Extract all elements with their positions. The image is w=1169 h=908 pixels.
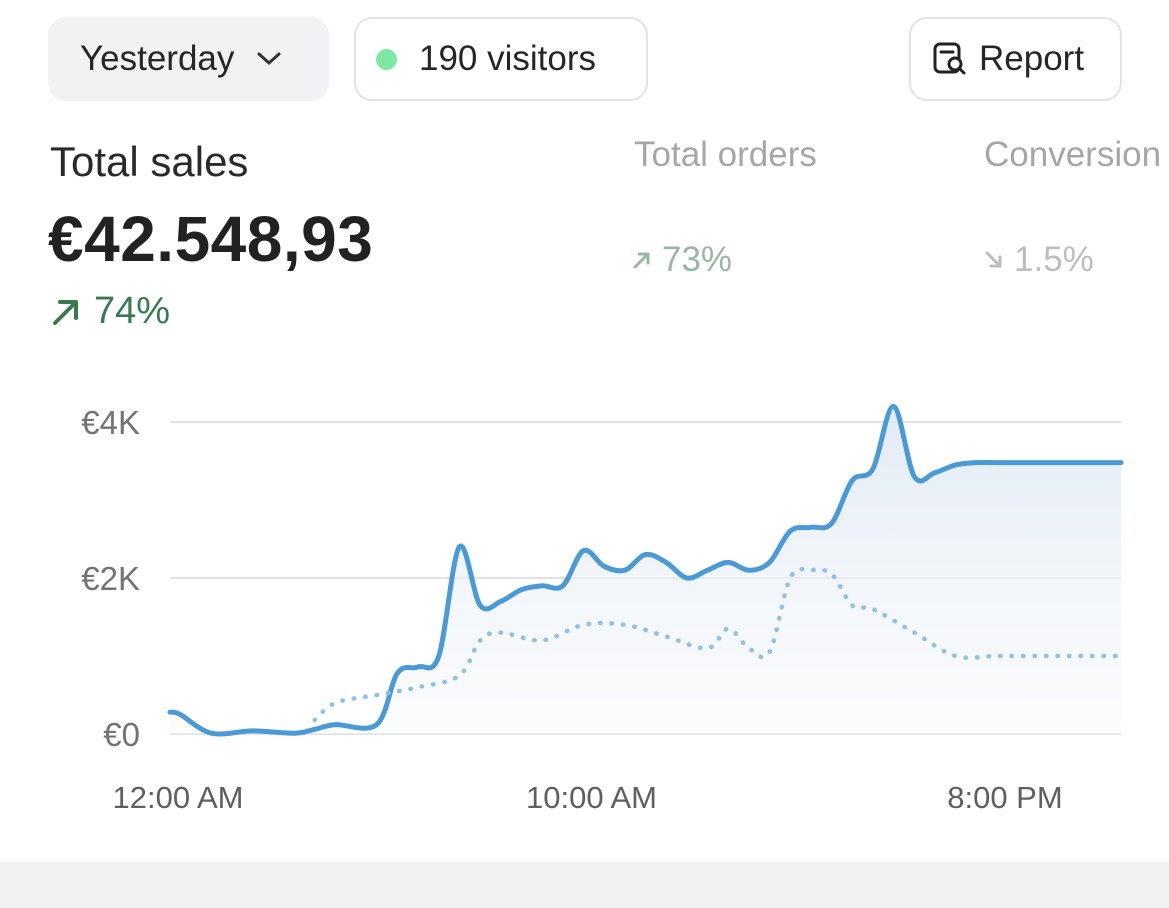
visitors-count: 190 visitors <box>419 39 597 78</box>
chevron-down-icon <box>256 51 282 67</box>
series-line-current <box>167 403 1124 737</box>
report-label: Report <box>979 39 1085 78</box>
total-orders-delta-value: 73% <box>662 240 733 279</box>
total-sales-value: €42.548,93 <box>48 203 374 275</box>
total-sales-delta-value: 74% <box>94 290 171 332</box>
x-tick-label: 8:00 PM <box>947 780 1062 815</box>
series-line-previous <box>312 566 1124 723</box>
conversion-delta: 1.5% <box>984 240 1094 280</box>
conversion-delta-value: 1.5% <box>1014 240 1094 279</box>
report-button[interactable]: Report <box>909 17 1122 101</box>
arrow-up-right-icon <box>53 299 78 325</box>
date-range-dropdown[interactable]: Yesterday <box>48 17 329 101</box>
bottom-panel-edge <box>0 862 1169 908</box>
report-search-icon <box>931 40 969 78</box>
x-tick-label: 10:00 AM <box>526 780 657 815</box>
sales-chart[interactable]: €0 €2K €4K 12:00 AM 10:00 AM 8:00 PM <box>0 380 1169 820</box>
arrow-down-right-icon <box>985 251 1002 268</box>
total-orders-title: Total orders <box>634 135 817 174</box>
y-tick-label: €0 <box>103 716 140 753</box>
total-sales-delta: 74% <box>50 290 170 333</box>
live-visitors-badge[interactable]: 190 visitors <box>354 17 648 101</box>
series-area-0 <box>170 406 1121 735</box>
total-orders-delta: 73% <box>632 240 732 280</box>
date-range-label: Yesterday <box>80 39 235 78</box>
conversion-title: Conversion <box>984 135 1162 174</box>
arrow-up-right-icon <box>633 252 650 269</box>
x-tick-label: 12:00 AM <box>113 780 244 815</box>
total-sales-title: Total sales <box>50 138 249 185</box>
y-tick-label: €2K <box>81 560 140 597</box>
y-tick-label: €4K <box>81 404 140 441</box>
live-status-dot-icon <box>376 48 397 70</box>
